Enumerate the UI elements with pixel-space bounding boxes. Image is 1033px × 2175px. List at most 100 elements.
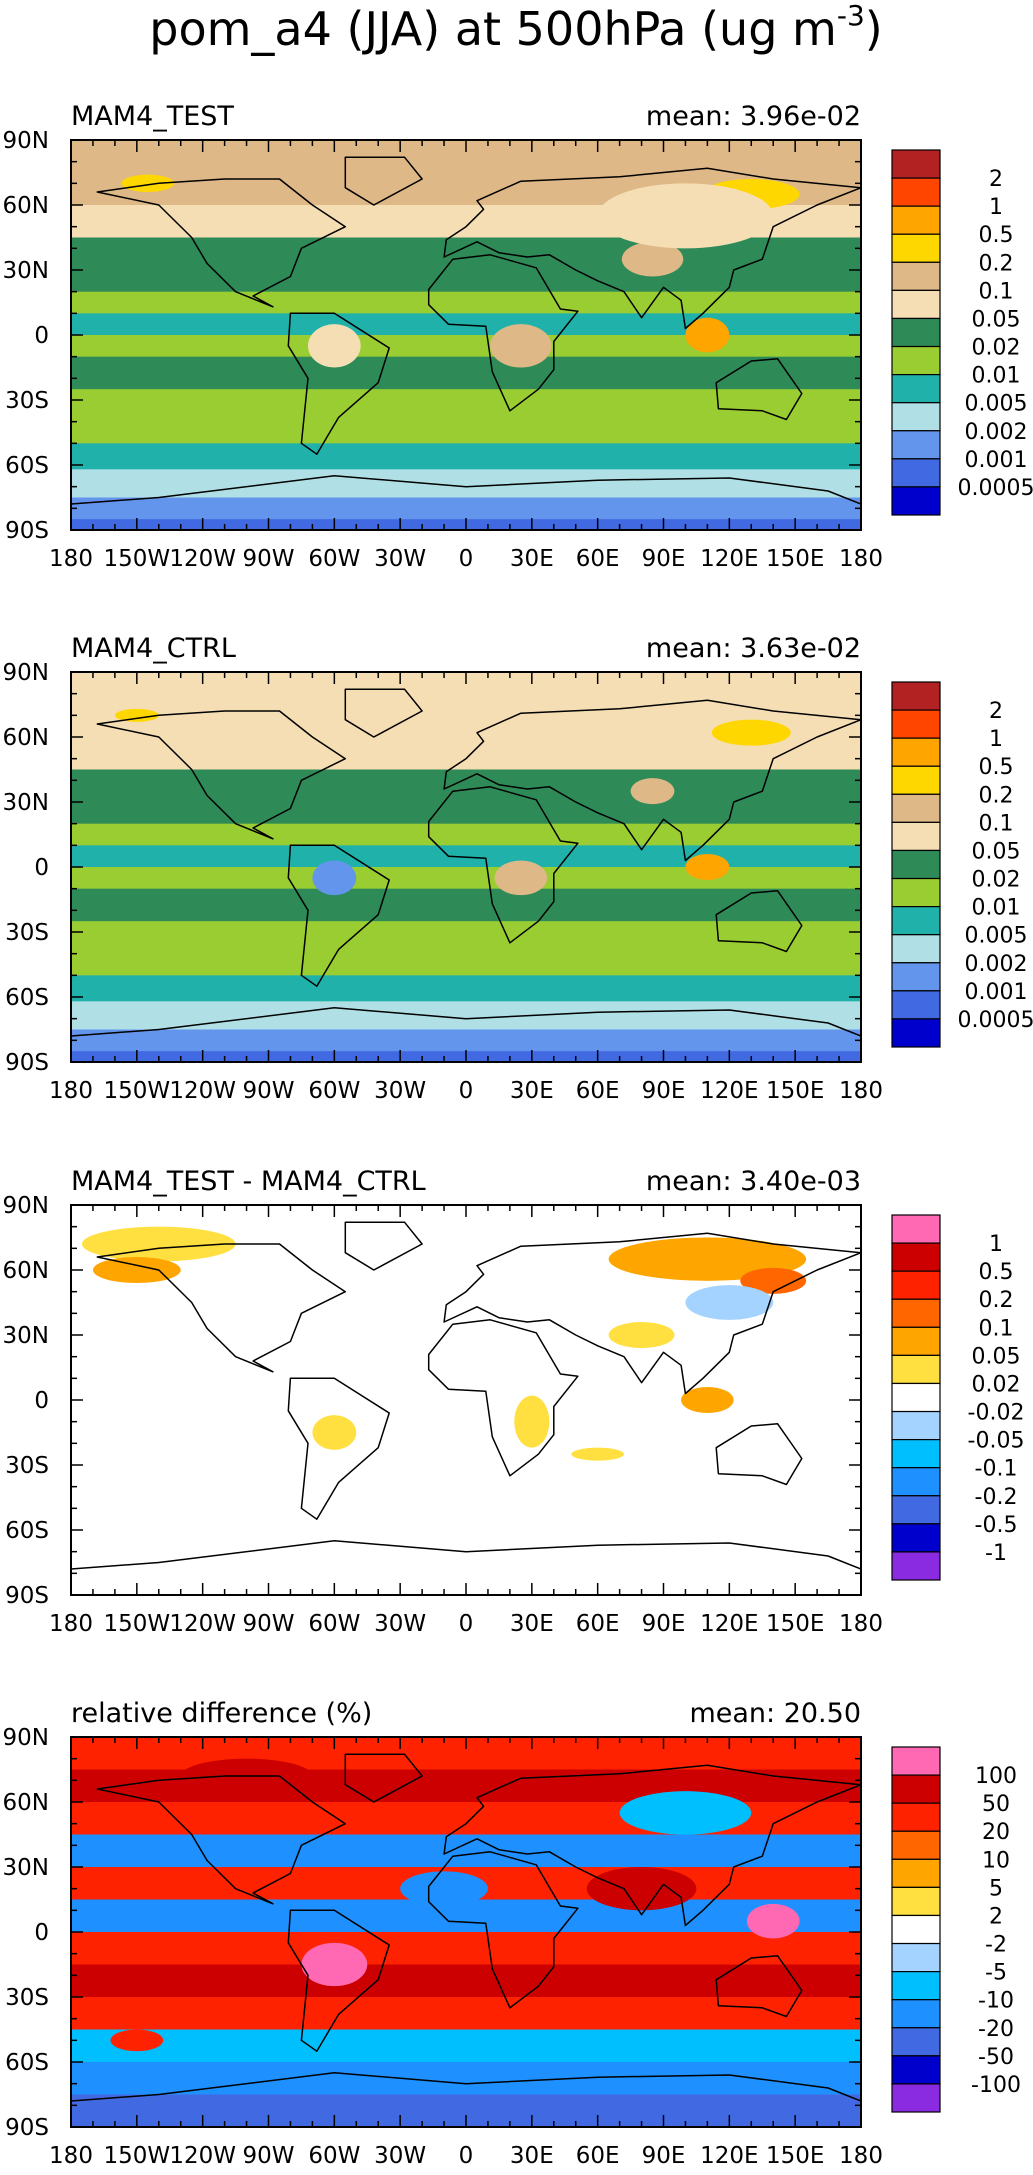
y-tick-label: 30N bbox=[3, 258, 49, 284]
band-13 bbox=[71, 1029, 861, 1052]
y-tick-label: 30N bbox=[3, 790, 49, 816]
colorbar-swatch bbox=[891, 2055, 941, 2085]
y-tick-label: 90N bbox=[3, 128, 49, 154]
feature-6 bbox=[110, 2029, 164, 2052]
x-tick-label: 180 bbox=[839, 1611, 883, 1637]
colorbar-swatch bbox=[891, 1270, 941, 1300]
coast-africa bbox=[427, 254, 579, 412]
panel-1: MAM4_TEST mean: 3.96e-02 90N 60N 30N 0 30S 60S 9… bbox=[3, 101, 1033, 572]
colorbar-label: -0.1 bbox=[975, 1457, 1018, 1482]
y-tick-label: 0 bbox=[34, 323, 49, 349]
x-tick-label: 0 bbox=[459, 1611, 474, 1637]
colorbar-label: 0.2 bbox=[979, 251, 1014, 276]
x-tick-label: 90E bbox=[642, 546, 686, 572]
colorbar-swatch bbox=[891, 1942, 941, 1973]
x-tick-label: 60E bbox=[576, 1078, 620, 1104]
x-tick-label: 90E bbox=[642, 2143, 686, 2169]
colorbar-swatch bbox=[891, 1802, 941, 1832]
panel-title: MAM4_TEST bbox=[71, 101, 234, 132]
x-tick-label: 30W bbox=[374, 2143, 426, 2169]
colorbar-swatch bbox=[891, 765, 941, 795]
x-tick-label: 90E bbox=[642, 1078, 686, 1104]
colorbar-swatch bbox=[891, 1999, 941, 2029]
coastlines bbox=[71, 1753, 861, 2102]
x-tick-label: 180 bbox=[49, 2143, 93, 2169]
colorbar-swatch bbox=[891, 681, 941, 711]
y-tick-label: 60S bbox=[5, 453, 49, 479]
band-12 bbox=[71, 1001, 861, 1030]
colorbar-swatch bbox=[891, 205, 941, 235]
band-6 bbox=[71, 845, 861, 868]
band-9 bbox=[71, 2029, 861, 2063]
colorbar: 2 1 0.5 0.2 0.1 0.05 0.02 0.01 0.005 0.002 0.001 0.… bbox=[891, 681, 1033, 1048]
map-field bbox=[71, 672, 861, 1062]
band-5 bbox=[71, 1899, 861, 1933]
colorbar-label: 0.1 bbox=[979, 1316, 1014, 1341]
x-tick-label: 30E bbox=[510, 1611, 554, 1637]
panel-mean: mean: 3.40e-03 bbox=[646, 1166, 861, 1197]
band-7 bbox=[71, 1964, 861, 1998]
band-9 bbox=[71, 389, 861, 423]
colorbar-label: 0.1 bbox=[979, 279, 1014, 304]
band-7 bbox=[71, 867, 861, 890]
colorbar-swatch bbox=[891, 1746, 941, 1776]
x-tick-label: 120W bbox=[169, 546, 236, 572]
map-field bbox=[71, 1205, 861, 1595]
coast-australia bbox=[715, 358, 803, 421]
coast-antarctica bbox=[71, 1007, 861, 1037]
x-tick-label: 150E bbox=[766, 2143, 824, 2169]
x-tick-label: 120W bbox=[169, 1078, 236, 1104]
colorbar-swatch bbox=[891, 1971, 941, 2001]
colorbar-label: 1 bbox=[989, 727, 1003, 752]
x-tick-label: 90W bbox=[242, 546, 294, 572]
colorbar-swatch bbox=[891, 1914, 941, 1945]
coast-greenland bbox=[344, 156, 423, 206]
colorbar-label: 0.01 bbox=[972, 896, 1021, 921]
colorbar: 1 0.5 0.2 0.1 0.05 0.02 -0.02 -0.05 -0.1 -0.2 -0.5… bbox=[891, 1214, 1024, 1581]
feature-1 bbox=[746, 1903, 800, 1939]
band-13 bbox=[71, 497, 861, 520]
colorbar-label: -0.5 bbox=[975, 1513, 1018, 1538]
feature-3 bbox=[586, 1867, 697, 1911]
x-tick-label: 60W bbox=[308, 1611, 360, 1637]
colorbar-label: 0.5 bbox=[979, 1260, 1014, 1285]
colorbar-swatch bbox=[891, 849, 941, 880]
colorbar-label: 5 bbox=[989, 1876, 1003, 1901]
coast-north-america bbox=[96, 1243, 347, 1373]
x-tick-label: 60E bbox=[576, 2143, 620, 2169]
colorbar-swatch bbox=[891, 1551, 941, 1581]
colorbar-swatch bbox=[891, 402, 941, 432]
band-11 bbox=[71, 443, 861, 470]
colorbar-label: -10 bbox=[978, 1989, 1014, 2014]
x-tick-label: 30E bbox=[510, 2143, 554, 2169]
coast-greenland bbox=[344, 1221, 423, 1271]
band-11 bbox=[71, 2094, 861, 2117]
feature-3 bbox=[490, 324, 552, 368]
coast-eurasia bbox=[443, 167, 861, 330]
colorbar-label: 0.1 bbox=[979, 811, 1014, 836]
figure-title-superscript: -3 bbox=[837, 0, 865, 32]
colorbar-swatch bbox=[891, 821, 941, 852]
colorbar: 2 1 0.5 0.2 0.1 0.05 0.02 0.01 0.005 0.002 0.001 0.… bbox=[891, 149, 1033, 516]
coast-eurasia bbox=[443, 1764, 861, 1927]
coast-antarctica bbox=[71, 2072, 861, 2102]
y-tick-label: 0 bbox=[34, 1388, 49, 1414]
colorbar-label: -5 bbox=[985, 1961, 1007, 1986]
x-tick-label: 120E bbox=[700, 546, 758, 572]
colorbar-swatch bbox=[891, 1495, 941, 1525]
colorbar-swatch bbox=[891, 1018, 941, 1048]
colorbar-swatch bbox=[891, 934, 941, 964]
x-tick-label: 150W bbox=[104, 1078, 171, 1104]
x-tick-label: 120W bbox=[169, 1611, 236, 1637]
colorbar-swatch bbox=[891, 1774, 941, 1804]
x-tick-label: 0 bbox=[459, 546, 474, 572]
colorbar-label: 0.002 bbox=[965, 952, 1028, 977]
y-tick-label: 30S bbox=[5, 1985, 49, 2011]
colorbar-swatch bbox=[891, 430, 941, 460]
feature-7 bbox=[312, 1415, 357, 1450]
x-tick-label: 0 bbox=[459, 2143, 474, 2169]
x-tick-label: 180 bbox=[49, 1611, 93, 1637]
feature-0 bbox=[685, 317, 730, 353]
colorbar-label: 0.2 bbox=[979, 783, 1014, 808]
